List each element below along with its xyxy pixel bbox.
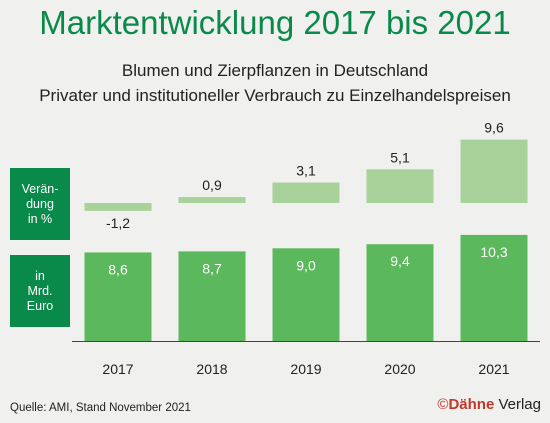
chart-title: Marktentwicklung 2017 bis 2021 bbox=[39, 4, 511, 41]
chart-subtitle-line-2: Privater und institutioneller Verbrauch … bbox=[39, 86, 511, 105]
source-note: Quelle: AMI, Stand November 2021 bbox=[10, 402, 191, 414]
x-tick-label-2017: 2017 bbox=[102, 361, 133, 377]
change-value-label-2017: -1,2 bbox=[106, 215, 130, 231]
copyright-symbol: © bbox=[437, 396, 449, 413]
x-tick-label-2019: 2019 bbox=[290, 361, 321, 377]
label-change-percent: Verän- dung in % bbox=[10, 168, 70, 240]
volume-bar-2019 bbox=[272, 248, 340, 341]
volume-bar-2017 bbox=[84, 252, 152, 341]
volume-value-label-2017: 8,6 bbox=[108, 261, 128, 277]
volume-value-label-2021: 10,3 bbox=[480, 244, 507, 260]
volume-bar-2021 bbox=[460, 234, 528, 341]
change-value-label-2019: 3,1 bbox=[296, 163, 316, 179]
volume-value-label-2019: 9,0 bbox=[296, 257, 316, 273]
publisher-logo: ©Dähne Verlag bbox=[437, 396, 541, 413]
change-value-label-2021: 9,6 bbox=[484, 120, 504, 136]
change-bar-2021 bbox=[460, 139, 528, 203]
chart-subtitle-line-1: Blumen und Zierpflanzen in Deutschland bbox=[121, 61, 429, 80]
x-tick-label-2021: 2021 bbox=[478, 361, 509, 377]
label-billion-euro: in Mrd. Euro bbox=[10, 255, 70, 327]
change-bar-2020 bbox=[366, 169, 434, 203]
volume-bar-2018 bbox=[178, 251, 246, 341]
publisher-suffix: Verlag bbox=[494, 396, 541, 413]
x-tick-label-2020: 2020 bbox=[384, 361, 415, 377]
volume-value-label-2018: 8,7 bbox=[202, 260, 222, 276]
volume-value-label-2020: 9,4 bbox=[390, 253, 410, 269]
change-bar-2019 bbox=[272, 182, 340, 203]
change-value-label-2018: 0,9 bbox=[202, 177, 222, 193]
volume-bar-2020 bbox=[366, 244, 434, 341]
change-bar-2018 bbox=[178, 197, 246, 203]
x-tick-label-2018: 2018 bbox=[196, 361, 227, 377]
publisher-name: Dähne bbox=[448, 396, 495, 413]
change-value-label-2020: 5,1 bbox=[390, 149, 410, 165]
change-bar-2017 bbox=[84, 203, 152, 211]
